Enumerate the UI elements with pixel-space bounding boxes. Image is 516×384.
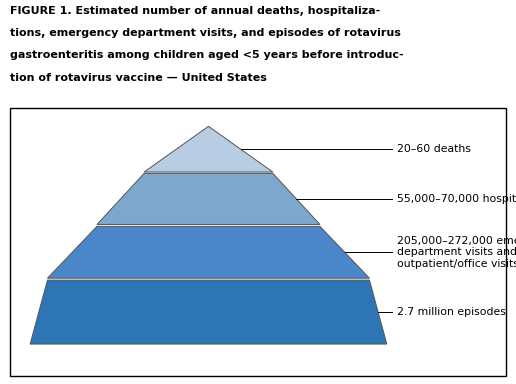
Text: 2.7 million episodes: 2.7 million episodes bbox=[397, 307, 506, 317]
Polygon shape bbox=[97, 174, 320, 224]
Polygon shape bbox=[144, 126, 273, 172]
Polygon shape bbox=[47, 226, 369, 278]
Text: FIGURE 1. Estimated number of annual deaths, hospitaliza-: FIGURE 1. Estimated number of annual dea… bbox=[10, 6, 381, 16]
Polygon shape bbox=[30, 280, 387, 344]
Text: tions, emergency department visits, and episodes of rotavirus: tions, emergency department visits, and … bbox=[10, 28, 401, 38]
Text: 205,000–272,000 emergency
department visits and 410,000
outpatient/office visits: 205,000–272,000 emergency department vis… bbox=[397, 236, 516, 269]
Text: 20–60 deaths: 20–60 deaths bbox=[397, 144, 471, 154]
Text: 55,000–70,000 hospitalizations: 55,000–70,000 hospitalizations bbox=[397, 194, 516, 204]
Text: gastroenteritis among children aged <5 years before introduc-: gastroenteritis among children aged <5 y… bbox=[10, 50, 404, 60]
Text: tion of rotavirus vaccine — United States: tion of rotavirus vaccine — United State… bbox=[10, 73, 267, 83]
